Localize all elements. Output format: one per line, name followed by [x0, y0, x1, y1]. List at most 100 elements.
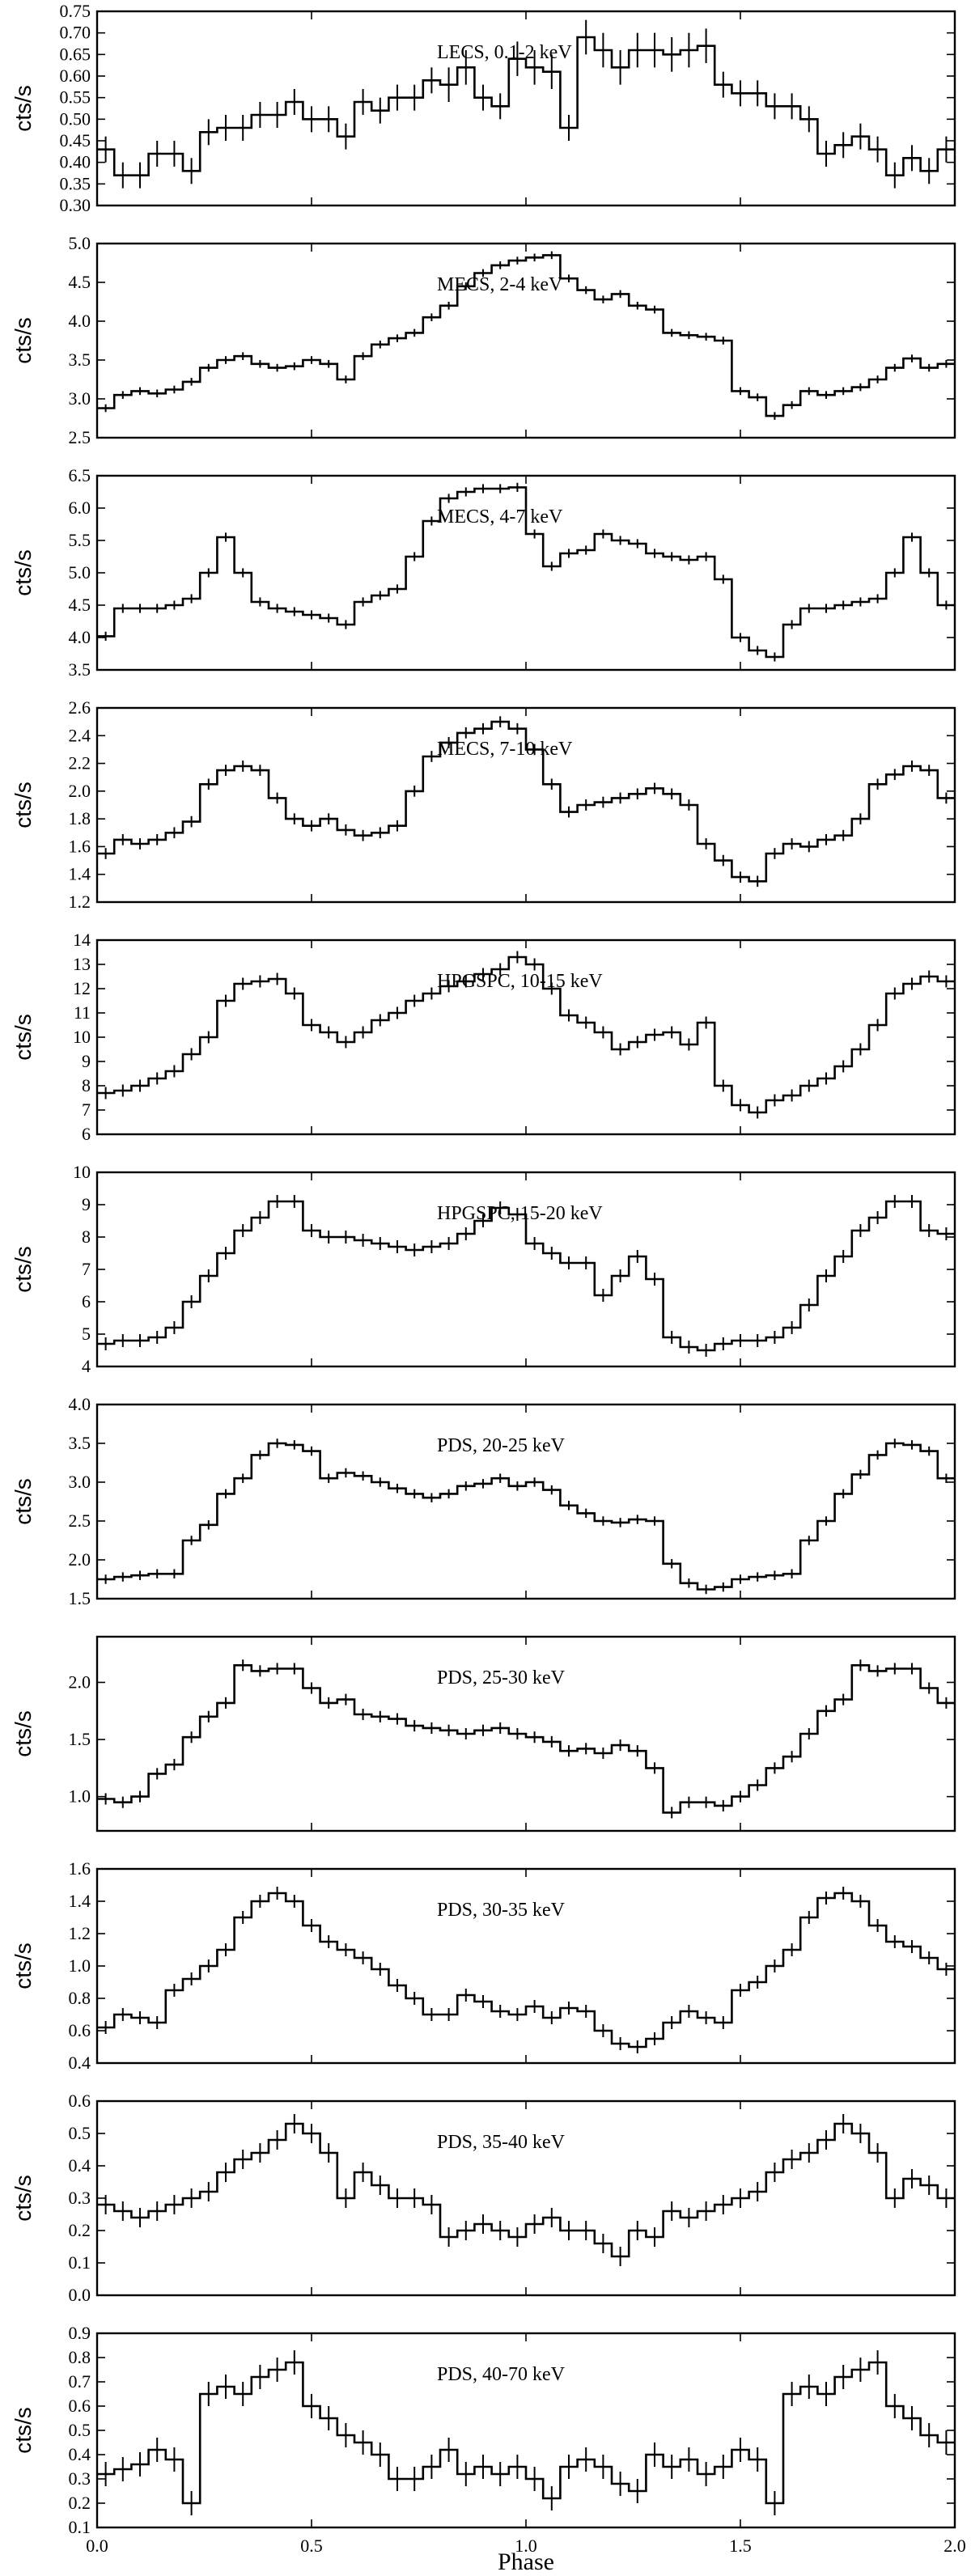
y-tick-label: 0.3 [69, 2188, 91, 2208]
y-tick-label: 2.2 [69, 753, 91, 773]
y-tick-label: 5.0 [69, 233, 91, 253]
y-tick-label: 1.4 [69, 864, 91, 884]
y-tick-label: 0.70 [60, 23, 91, 43]
y-axis-label: cts/s [11, 1014, 36, 1061]
y-tick-label: 0.50 [60, 108, 91, 129]
y-tick-label: 6.5 [69, 465, 91, 485]
y-tick-label: 2.0 [69, 1549, 91, 1570]
y-tick-label: 2.6 [69, 697, 91, 718]
y-tick-label: 1.6 [69, 836, 91, 856]
y-tick-label: 0.7 [69, 2371, 91, 2392]
y-axis-label: cts/s [11, 1943, 36, 1989]
y-tick-label: 8 [82, 1075, 91, 1095]
panel-3: 3.5 4.0 4.5 5.0 5.5 6.0 6.5 cts/s MECS, 4-7 keV [11, 465, 956, 680]
panel-frame [95, 10, 956, 207]
step-series [97, 2122, 955, 2258]
panel-energy-label: PDS, 20-25 keV [437, 1435, 566, 1456]
y-tick-label: 7 [82, 1099, 91, 1120]
y-tick-label: 12 [73, 978, 91, 998]
panel-energy-label: MECS, 7-10 keV [437, 739, 573, 760]
y-tick-label: 1.2 [69, 1923, 91, 1943]
y-tick-label: 3.0 [69, 388, 91, 409]
y-axis-label: cts/s [11, 2175, 36, 2222]
y-tick-label: 4 [82, 1356, 91, 1376]
y-tick-label: 9 [82, 1194, 91, 1214]
y-tick-label: 1.8 [69, 808, 91, 828]
panel-energy-label: PDS, 35-40 keV [437, 2132, 566, 2153]
y-tick-label: 0.8 [69, 2347, 91, 2367]
panel-8: 1.0 1.5 2.0 cts/s PDS, 25-30 keV [11, 1635, 956, 1832]
step-series [97, 720, 955, 883]
y-axis-label: cts/s [11, 1246, 36, 1293]
panel-frame [95, 2332, 956, 2529]
panel-energy-label: MECS, 2-4 keV [437, 274, 563, 295]
x-axis-label: Phase [498, 2548, 554, 2575]
y-tick-label: 2.0 [69, 1671, 91, 1692]
panel-frame [95, 938, 956, 1136]
y-tick-label: 13 [73, 954, 91, 974]
y-tick-label: 1.0 [69, 1786, 91, 1807]
step-series [97, 486, 955, 659]
y-tick-label: 0.75 [60, 1, 91, 21]
y-tick-label: 0.4 [69, 2053, 91, 2073]
y-tick-label: 0.35 [60, 173, 91, 193]
x-tick-label: 1.5 [729, 2536, 752, 2556]
y-tick-label: 4.0 [69, 1394, 91, 1414]
y-tick-label: 1.5 [69, 1729, 91, 1749]
step-series [97, 1442, 955, 1591]
y-tick-label: 0.40 [60, 152, 91, 172]
y-tick-label: 14 [73, 930, 91, 950]
y-tick-label: 2.0 [69, 781, 91, 801]
y-tick-label: 0.60 [60, 66, 91, 86]
y-tick-label: 0.30 [60, 195, 91, 215]
panel-1: 0.300.350.400.450.500.550.600.650.700.75… [11, 1, 956, 215]
y-tick-label: 5.5 [69, 530, 91, 550]
y-tick-label: 4.5 [69, 595, 91, 615]
panel-4: 1.2 1.4 1.6 1.8 2.0 2.2 2.4 2.6 cts/s MECS, 7-10 … [11, 697, 956, 912]
y-tick-label: 2.4 [69, 725, 91, 745]
step-series [97, 1892, 955, 2049]
y-tick-label: 6.0 [69, 498, 91, 518]
y-tick-label: 1.5 [69, 1588, 91, 1608]
y-tick-label: 0.5 [69, 2420, 91, 2440]
y-tick-label: 4.0 [69, 311, 91, 331]
y-tick-label: 6 [82, 1291, 91, 1311]
panel-frame [95, 1403, 956, 1600]
y-tick-label: 0.3 [69, 2468, 91, 2489]
x-tick-label: 1.0 [515, 2536, 537, 2556]
panel-9: 0.4 0.6 0.8 1.0 1.2 1.4 1.6 cts/s PDS, 30-35 keV [11, 1858, 956, 2073]
y-axis-label: cts/s [11, 1478, 36, 1525]
y-tick-label: 0.4 [69, 2155, 91, 2176]
y-tick-label: 5 [82, 1324, 91, 1344]
y-tick-label: 0.9 [69, 2323, 91, 2343]
y-axis-label: cts/s [11, 549, 36, 596]
x-tick-label: 0.0 [86, 2536, 108, 2556]
y-tick-label: 5.0 [69, 562, 91, 583]
y-axis-label: cts/s [11, 317, 36, 364]
y-tick-label: 0.4 [69, 2444, 91, 2464]
y-tick-label: 3.5 [69, 350, 91, 370]
y-tick-label: 2.5 [69, 1510, 91, 1531]
y-tick-label: 3.5 [69, 659, 91, 680]
y-tick-label: 9 [82, 1051, 91, 1071]
y-tick-label: 1.4 [69, 1891, 91, 1911]
y-tick-label: 0.1 [69, 2252, 91, 2273]
panel-7: 1.5 2.0 2.5 3.0 3.5 4.0 cts/s PDS, 20-25 keV [11, 1394, 956, 1608]
y-tick-label: 2.5 [69, 427, 91, 447]
y-tick-label: 0.45 [60, 130, 91, 150]
y-tick-label: 4.5 [69, 272, 91, 292]
y-tick-label: 0.5 [69, 2123, 91, 2143]
y-tick-label: 0.6 [69, 2396, 91, 2416]
panel-energy-label: PDS, 30-35 keV [437, 1900, 566, 1921]
y-axis-label: cts/s [11, 85, 36, 132]
panel-energy-label: PDS, 40-70 keV [437, 2364, 566, 2385]
panel-energy-label: PDS, 25-30 keV [437, 1667, 566, 1688]
y-tick-label: 1.0 [69, 1955, 91, 1976]
y-tick-label: 8 [82, 1227, 91, 1247]
y-tick-label: 1.2 [69, 892, 91, 912]
x-tick-label: 2.0 [943, 2536, 966, 2556]
y-tick-label: 0.0 [69, 2285, 91, 2305]
